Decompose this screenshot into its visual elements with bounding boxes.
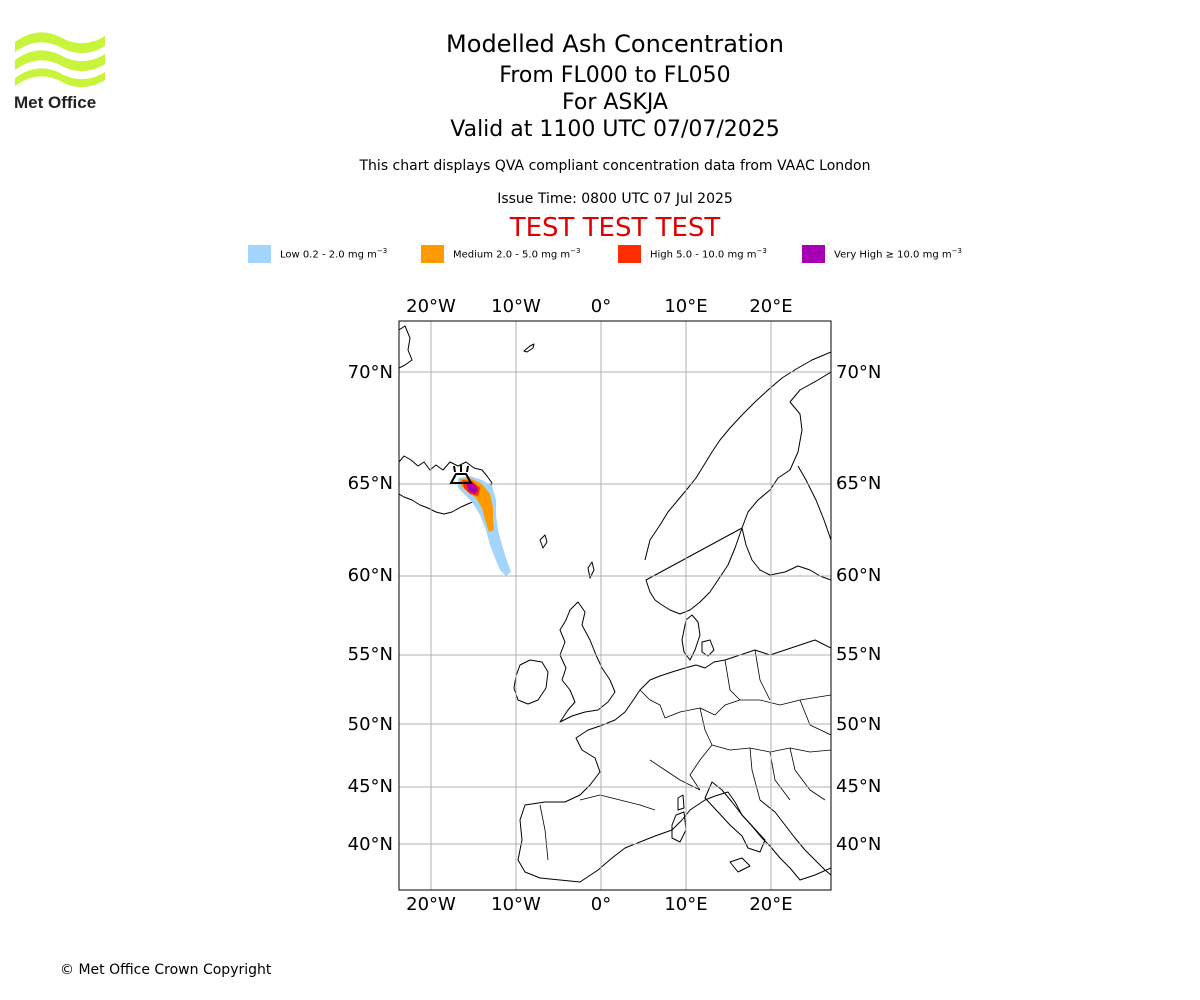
lat-tick-label: 55°N	[836, 644, 881, 665]
lon-tick-label: 20°W	[406, 296, 456, 317]
map-frame	[398, 320, 832, 891]
met-office-logo: Met Office	[12, 28, 112, 114]
lat-tick-label: 65°N	[348, 473, 393, 494]
coastlines	[399, 325, 831, 883]
legend-swatch-high	[618, 245, 641, 263]
lat-tick-label: 50°N	[836, 714, 881, 735]
lat-tick-label: 65°N	[836, 473, 881, 494]
legend-label-high: High 5.0 - 10.0 mg m−3	[650, 247, 767, 261]
coastline-sardinia	[671, 794, 687, 843]
legend-item-high: High 5.0 - 10.0 mg m−3	[618, 244, 767, 264]
coastline-faroe	[539, 534, 548, 549]
lat-tick-label: 70°N	[348, 362, 393, 383]
lon-tick-label: 10°E	[664, 296, 707, 317]
lat-ticks-left: 70°N 65°N 60°N 55°N 50°N 45°N 40°N	[348, 362, 393, 855]
lat-ticks-right: 70°N 65°N 60°N 55°N 50°N 45°N 40°N	[836, 362, 881, 855]
met-office-wave-icon: Met Office	[14, 32, 105, 112]
coastline-denmark	[681, 614, 715, 661]
lon-tick-label: 20°E	[749, 296, 792, 317]
country-borders	[539, 649, 831, 861]
lat-tick-label: 60°N	[348, 565, 393, 586]
coastline-great-britain	[559, 601, 616, 723]
legend-swatch-very-high	[802, 245, 825, 263]
coastline-jan-mayen	[523, 343, 535, 353]
lon-tick-label: 0°	[591, 296, 611, 317]
test-banner: TEST TEST TEST	[509, 213, 721, 243]
lon-tick-label: 20°W	[406, 894, 456, 915]
copyright-notice: © Met Office Crown Copyright	[60, 962, 272, 978]
flight-level-range: From FL000 to FL050	[499, 63, 731, 88]
lon-tick-label: 10°W	[491, 894, 541, 915]
border-finland	[797, 465, 831, 541]
lon-tick-label: 20°E	[749, 894, 792, 915]
legend-item-low: Low 0.2 - 2.0 mg m−3	[248, 244, 387, 264]
coastline-ireland	[513, 659, 549, 705]
volcano-name: For ASKJA	[562, 90, 668, 115]
coastline-greenland	[399, 325, 413, 369]
lat-tick-label: 50°N	[348, 714, 393, 735]
legend-swatch-low	[248, 245, 271, 263]
legend-item-medium: Medium 2.0 - 5.0 mg m−3	[421, 244, 580, 264]
issue-time: Issue Time: 0800 UTC 07 Jul 2025	[497, 191, 733, 207]
legend-item-very-high: Very High ≥ 10.0 mg m−3	[802, 244, 962, 264]
lat-tick-label: 70°N	[836, 362, 881, 383]
lat-tick-label: 40°N	[836, 834, 881, 855]
coastline-continent	[517, 639, 831, 883]
lat-tick-label: 45°N	[348, 776, 393, 797]
lon-tick-label: 10°W	[491, 296, 541, 317]
coastline-shetland	[587, 561, 595, 579]
lat-tick-label: 45°N	[836, 776, 881, 797]
lon-ticks-bottom: 20°W 10°W 0° 10°E 20°E	[406, 894, 792, 915]
lat-tick-label: 60°N	[836, 565, 881, 586]
volcano-symbol-icon	[449, 465, 473, 484]
lon-tick-label: 10°E	[664, 894, 707, 915]
chart-title: Modelled Ash Concentration	[446, 30, 784, 58]
met-office-logo-text: Met Office	[14, 93, 96, 112]
legend-label-low: Low 0.2 - 2.0 mg m−3	[280, 247, 388, 261]
ash-region-very-high	[466, 483, 478, 494]
coastline-sicily	[729, 857, 751, 873]
valid-time: Valid at 1100 UTC 07/07/2025	[450, 117, 780, 142]
ash-plume	[458, 476, 511, 576]
lon-tick-label: 0°	[591, 894, 611, 915]
legend-label-very-high: Very High ≥ 10.0 mg m−3	[834, 247, 962, 261]
coastline-scandinavia	[644, 351, 831, 615]
ash-concentration-map: 20°W 10°W 0° 10°E 20°E 20°W 10°W 0° 10°E…	[348, 296, 882, 915]
lat-tick-label: 55°N	[348, 644, 393, 665]
coastline-italy	[704, 781, 766, 853]
legend-label-medium: Medium 2.0 - 5.0 mg m−3	[453, 247, 581, 261]
ash-region-low	[458, 476, 511, 576]
lat-tick-label: 40°N	[348, 834, 393, 855]
chart-subtitle: This chart displays QVA compliant concen…	[359, 158, 871, 174]
legend-swatch-medium	[421, 245, 444, 263]
lon-ticks-top: 20°W 10°W 0° 10°E 20°E	[406, 296, 792, 317]
